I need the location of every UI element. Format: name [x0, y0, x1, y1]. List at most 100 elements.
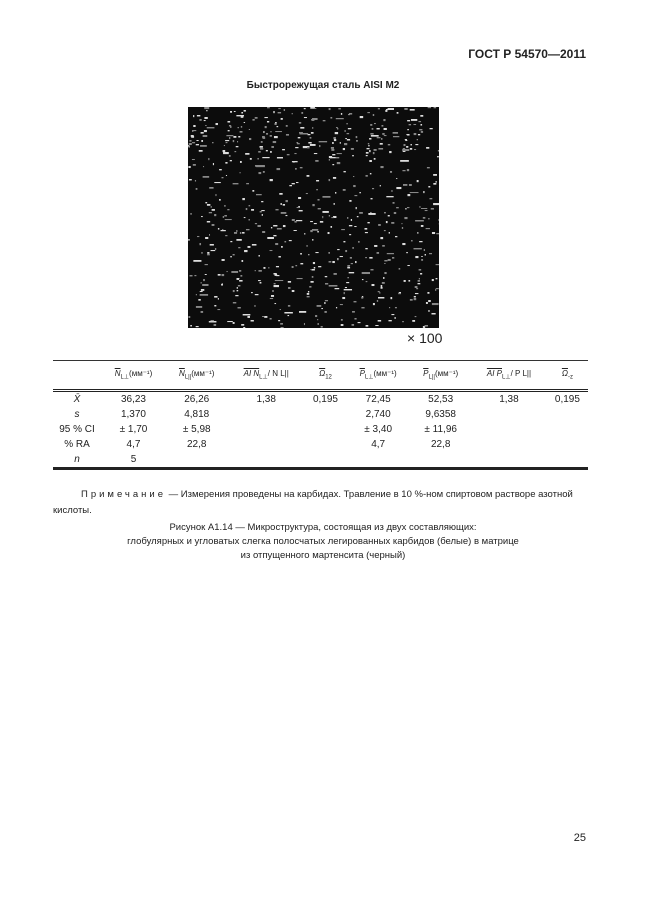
carbide-speck [400, 160, 409, 162]
carbide-speck [193, 260, 202, 262]
carbide-speck [416, 180, 419, 183]
carbide-speck [210, 320, 214, 322]
carbide-speck [393, 212, 397, 215]
carbide-speck [317, 199, 320, 201]
micrograph-image [188, 107, 439, 328]
carbide-speck [322, 120, 326, 122]
carbide-speck [391, 190, 393, 192]
carbide-speck [420, 273, 423, 275]
carbide-speck [257, 225, 261, 227]
carbide-speck [245, 208, 248, 211]
carbide-speck [321, 308, 323, 310]
carbide-speck [211, 224, 215, 226]
carbide-speck [383, 119, 386, 122]
carbide-speck [347, 128, 352, 130]
carbide-speck [370, 124, 373, 126]
carbide-speck [298, 197, 302, 200]
table-cell: 22,8 [186, 439, 207, 450]
row-label: % RA [64, 439, 90, 450]
carbide-speck [320, 326, 323, 328]
carbide-speck [371, 128, 374, 130]
carbide-speck [269, 250, 273, 252]
carbide-speck [409, 192, 419, 194]
carbide-speck [402, 149, 410, 152]
carbide-speck [328, 252, 330, 254]
carbide-speck [355, 136, 358, 139]
carbide-speck [222, 150, 226, 153]
carbide-speck [189, 275, 193, 277]
carbide-speck [265, 150, 268, 152]
table-cell [547, 437, 588, 452]
figure-caption: Рисунок А1.14 — Микроструктура, состояща… [0, 521, 646, 563]
carbide-speck [402, 170, 406, 172]
carbide-speck [332, 154, 336, 156]
carbide-speck [201, 140, 204, 142]
carbide-speck [288, 240, 292, 242]
carbide-speck [205, 237, 209, 240]
carbide-speck [388, 307, 391, 309]
table-cell [471, 452, 547, 467]
carbide-speck [225, 142, 228, 144]
carbide-speck [232, 322, 235, 324]
carbide-speck [411, 240, 413, 242]
carbide-speck [348, 272, 355, 274]
carbide-speck [262, 316, 265, 318]
carbide-speck [195, 294, 197, 296]
carbide-speck [421, 256, 423, 258]
carbide-speck [354, 195, 358, 197]
carbide-speck [251, 292, 253, 294]
carbide-speck [398, 268, 401, 270]
table-cell: 2,740 [365, 409, 391, 420]
carbide-speck [384, 260, 388, 262]
carbide-speck [418, 121, 422, 123]
carbide-speck [269, 318, 272, 320]
carbide-speck [365, 257, 367, 259]
carbide-speck [378, 224, 381, 226]
carbide-speck [276, 275, 280, 277]
carbide-speck [262, 136, 265, 138]
caption-line: Рисунок А1.14 — Микроструктура, состояща… [169, 522, 477, 533]
carbide-speck [275, 243, 279, 246]
carbide-speck [339, 304, 343, 306]
carbide-speck [414, 149, 417, 151]
carbide-speck [306, 296, 310, 298]
carbide-speck [310, 281, 314, 283]
document-code: ГОСТ Р 54570—2011 [468, 47, 586, 61]
carbide-speck [324, 300, 329, 302]
carbide-speck [380, 138, 383, 140]
carbide-speck [258, 172, 262, 175]
carbide-speck [394, 317, 396, 319]
carbide-speck [368, 145, 370, 147]
carbide-speck [361, 272, 370, 275]
carbide-speck [199, 119, 202, 121]
carbide-speck [255, 194, 262, 196]
carbide-speck [231, 271, 239, 273]
header-unit: (мм⁻¹) [434, 369, 459, 379]
carbide-speck [252, 190, 255, 192]
carbide-speck [239, 172, 241, 174]
carbide-speck [380, 166, 384, 169]
carbide-speck [205, 202, 208, 204]
carbide-speck [274, 303, 277, 305]
carbide-speck [200, 289, 205, 291]
carbide-speck [403, 280, 406, 282]
carbide-speck [269, 179, 273, 182]
carbide-speck [406, 252, 408, 254]
carbide-speck [420, 115, 424, 117]
carbide-speck [351, 324, 355, 326]
carbide-speck [284, 241, 287, 243]
carbide-speck [242, 198, 245, 201]
carbide-speck [228, 125, 232, 127]
carbide-speck [428, 310, 430, 312]
column-header: PL||(мм⁻¹) [410, 361, 472, 392]
carbide-speck [388, 320, 392, 322]
carbide-speck [224, 205, 226, 207]
carbide-speck [319, 145, 321, 148]
carbide-speck [383, 277, 385, 279]
carbide-speck [279, 309, 281, 311]
carbide-speck [259, 282, 262, 284]
carbide-speck [347, 217, 349, 219]
carbide-speck [248, 138, 252, 141]
table-cell: 36,23 [120, 394, 146, 405]
carbide-speck [274, 123, 277, 125]
